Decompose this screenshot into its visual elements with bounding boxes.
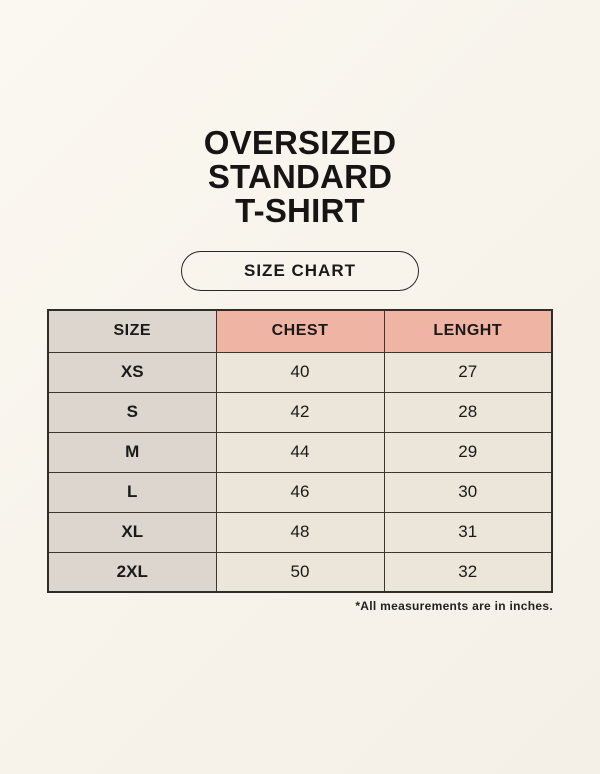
title-line-2: STANDARD [207,158,393,195]
length-cell: 27 [383,351,553,393]
column-header-chest: CHEST [215,309,385,353]
size-chart-button[interactable]: SIZE CHART [181,251,419,291]
table-row: 2XL 50 32 [47,551,553,593]
column-header-size: SIZE [47,309,217,353]
table-row: XL 48 31 [47,511,553,553]
chest-cell: 44 [215,431,385,473]
length-cell: 28 [383,391,553,433]
length-cell: 31 [383,511,553,553]
size-cell: M [47,431,217,473]
table-row: M 44 29 [47,431,553,473]
size-cell: S [47,391,217,433]
size-cell: XS [47,351,217,393]
table-header-row: SIZE CHEST LENGHT [47,309,553,353]
length-cell: 32 [383,551,553,593]
length-cell: 30 [383,471,553,513]
table-row: S 42 28 [47,391,553,433]
size-chart-table: SIZE CHEST LENGHT XS 40 27 S 42 28 M [47,309,553,593]
title-line-3: T-SHIRT [235,192,365,229]
page-title: OVERSIZED STANDARD T-SHIRT [204,126,397,228]
size-chart-table-container: SIZE CHEST LENGHT XS 40 27 S 42 28 M [47,309,553,593]
chest-cell: 46 [215,471,385,513]
column-header-length: LENGHT [383,309,553,353]
table-row: L 46 30 [47,471,553,513]
size-cell: 2XL [47,551,217,593]
chest-cell: 50 [215,551,385,593]
length-cell: 29 [383,431,553,473]
chest-cell: 40 [215,351,385,393]
chest-cell: 48 [215,511,385,553]
table-row: XS 40 27 [47,351,553,393]
chest-cell: 42 [215,391,385,433]
measurements-footnote: *All measurements are in inches. [355,599,553,613]
size-cell: XL [47,511,217,553]
title-line-1: OVERSIZED [203,124,397,161]
size-cell: L [47,471,217,513]
